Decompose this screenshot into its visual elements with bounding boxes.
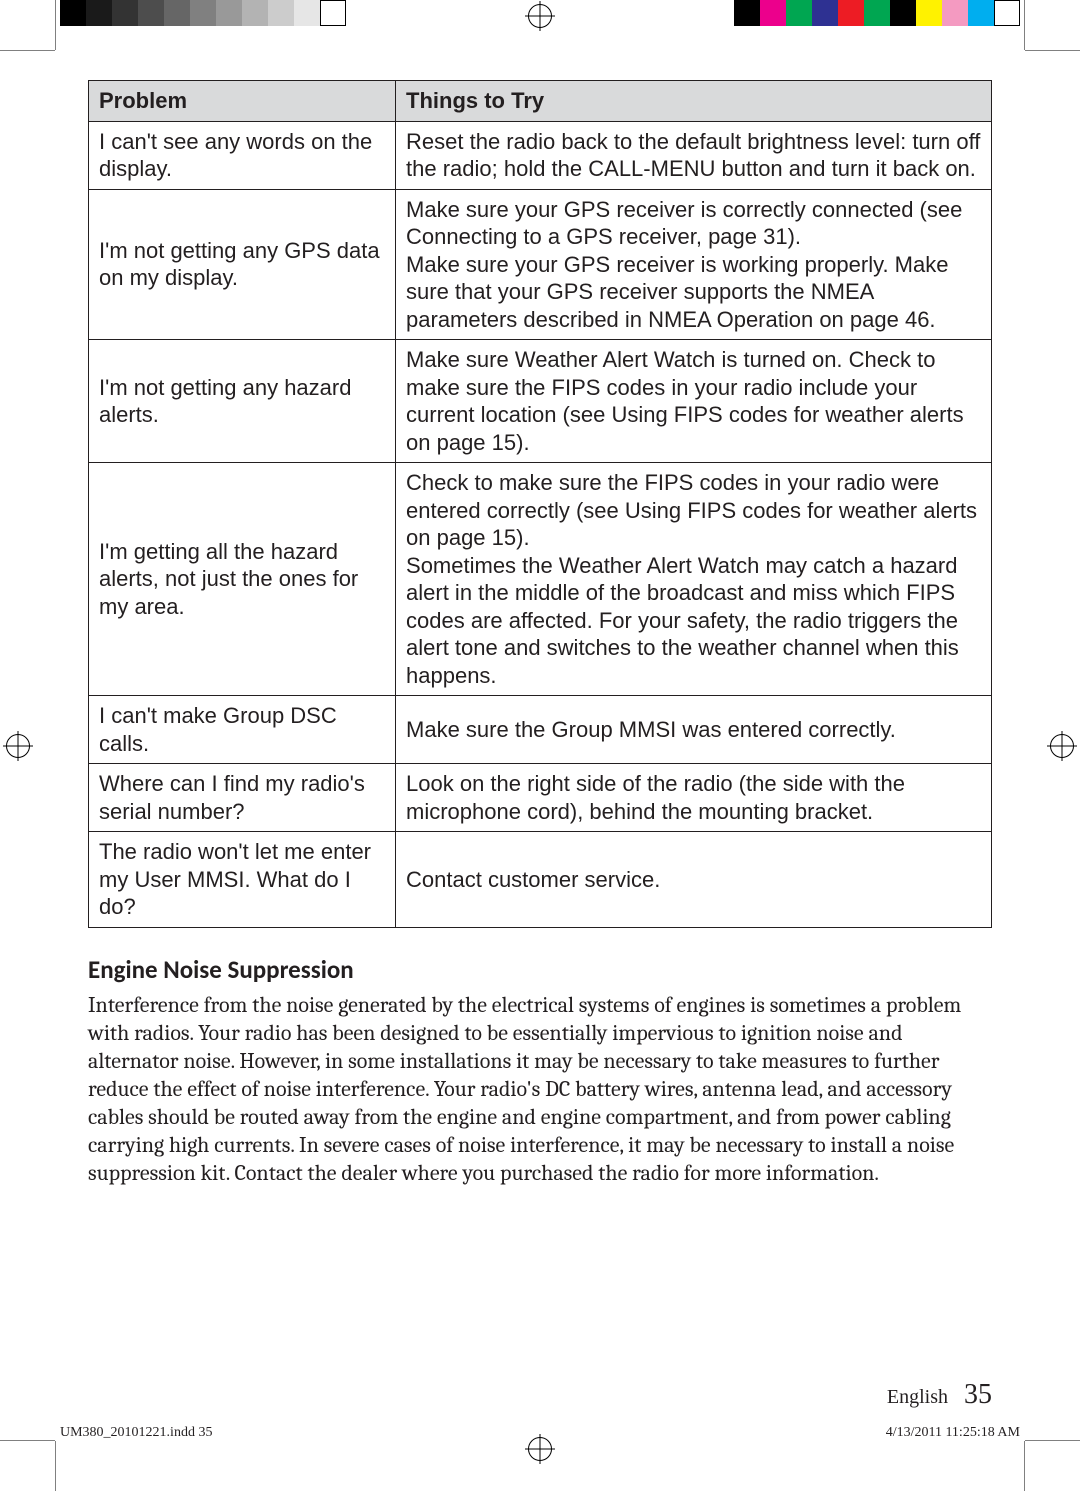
table-header-try: Things to Try bbox=[396, 81, 992, 122]
page-footer: English 35 bbox=[887, 1379, 992, 1411]
swatch bbox=[786, 0, 812, 26]
swatch bbox=[294, 0, 320, 26]
table-row: Where can I find my radio's serial numbe… bbox=[89, 764, 992, 832]
table-row: I'm getting all the hazard alerts, not j… bbox=[89, 463, 992, 696]
footer-page-number: 35 bbox=[964, 1379, 992, 1410]
swatch bbox=[190, 0, 216, 26]
crop-mark bbox=[0, 1440, 55, 1441]
swatch bbox=[320, 0, 346, 26]
color-calibration-bar bbox=[734, 0, 1020, 26]
cell-try: Make sure Weather Alert Watch is turned … bbox=[396, 340, 992, 463]
registration-mark-icon bbox=[1050, 734, 1074, 758]
swatch bbox=[968, 0, 994, 26]
cell-problem: I can't make Group DSC calls. bbox=[89, 696, 396, 764]
table-row: I can't see any words on the display.Res… bbox=[89, 121, 992, 189]
registration-mark-icon bbox=[528, 4, 552, 28]
swatch bbox=[138, 0, 164, 26]
crop-mark bbox=[0, 50, 55, 51]
page-content: Problem Things to Try I can't see any wo… bbox=[88, 80, 992, 1188]
crop-mark bbox=[55, 1441, 56, 1491]
troubleshooting-table: Problem Things to Try I can't see any wo… bbox=[88, 80, 992, 928]
swatch bbox=[994, 0, 1020, 26]
footer-timestamp: 4/13/2011 11:25:18 AM bbox=[886, 1425, 1020, 1441]
crop-mark bbox=[1025, 1440, 1080, 1441]
cell-problem: I'm not getting any GPS data on my displ… bbox=[89, 189, 396, 340]
cell-problem: I'm getting all the hazard alerts, not j… bbox=[89, 463, 396, 696]
cell-try: Look on the right side of the radio (the… bbox=[396, 764, 992, 832]
cell-problem: The radio won't let me enter my User MMS… bbox=[89, 832, 396, 928]
swatch bbox=[734, 0, 760, 26]
crop-mark bbox=[1024, 1441, 1025, 1491]
cell-try: Make sure the Group MMSI was entered cor… bbox=[396, 696, 992, 764]
swatch bbox=[242, 0, 268, 26]
table-row: I'm not getting any hazard alerts.Make s… bbox=[89, 340, 992, 463]
registration-mark-icon bbox=[528, 1437, 552, 1461]
cell-try: Contact customer service. bbox=[396, 832, 992, 928]
registration-mark-icon bbox=[6, 734, 30, 758]
section-heading: Engine Noise Suppression bbox=[88, 954, 992, 985]
swatch bbox=[86, 0, 112, 26]
cell-try: Reset the radio back to the default brig… bbox=[396, 121, 992, 189]
table-header-problem: Problem bbox=[89, 81, 396, 122]
cell-problem: I can't see any words on the display. bbox=[89, 121, 396, 189]
cell-try: Make sure your GPS receiver is correctly… bbox=[396, 189, 992, 340]
footer-indd-filename: UM380_20101221.indd 35 bbox=[60, 1425, 212, 1441]
swatch bbox=[864, 0, 890, 26]
cell-problem: Where can I find my radio's serial numbe… bbox=[89, 764, 396, 832]
swatch bbox=[164, 0, 190, 26]
crop-mark bbox=[55, 0, 56, 50]
crop-mark bbox=[1024, 0, 1025, 50]
swatch bbox=[812, 0, 838, 26]
cell-problem: I'm not getting any hazard alerts. bbox=[89, 340, 396, 463]
table-row: The radio won't let me enter my User MMS… bbox=[89, 832, 992, 928]
section-body: Interference from the noise generated by… bbox=[88, 991, 992, 1188]
table-row: I can't make Group DSC calls.Make sure t… bbox=[89, 696, 992, 764]
swatch bbox=[838, 0, 864, 26]
table-row: I'm not getting any GPS data on my displ… bbox=[89, 189, 992, 340]
grayscale-calibration-bar bbox=[60, 0, 346, 26]
swatch bbox=[112, 0, 138, 26]
swatch bbox=[268, 0, 294, 26]
crop-mark bbox=[1025, 50, 1080, 51]
swatch bbox=[60, 0, 86, 26]
swatch bbox=[760, 0, 786, 26]
swatch bbox=[216, 0, 242, 26]
cell-try: Check to make sure the FIPS codes in you… bbox=[396, 463, 992, 696]
footer-language: English bbox=[887, 1386, 948, 1408]
swatch bbox=[916, 0, 942, 26]
swatch bbox=[942, 0, 968, 26]
swatch bbox=[890, 0, 916, 26]
